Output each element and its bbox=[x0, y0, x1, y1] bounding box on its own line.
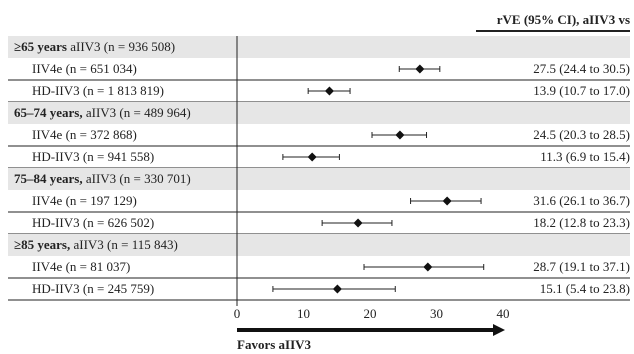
estimate-marker bbox=[332, 284, 342, 294]
x-tick-label: 40 bbox=[497, 306, 510, 321]
row-value: 11.3 (6.9 to 15.4) bbox=[540, 149, 630, 164]
row-label: IIV4e (n = 372 868) bbox=[32, 127, 137, 142]
group-label: ≥65 years aIIV3 (n = 936 508) bbox=[14, 39, 175, 54]
group-band bbox=[8, 102, 630, 124]
estimate-marker bbox=[307, 152, 317, 162]
group-band bbox=[8, 36, 630, 58]
group-label: 65–74 years, aIIV3 (n = 489 964) bbox=[14, 105, 191, 120]
estimate-marker bbox=[395, 130, 405, 140]
group-label-rest: aIIV3 (n = 936 508) bbox=[67, 39, 175, 54]
row-label: HD-IIV3 (n = 245 759) bbox=[32, 281, 154, 296]
row-value: 27.5 (24.4 to 30.5) bbox=[533, 61, 630, 76]
row-label: IIV4e (n = 81 037) bbox=[32, 259, 130, 274]
x-tick-label: 30 bbox=[430, 306, 443, 321]
x-tick-label: 10 bbox=[297, 306, 310, 321]
estimate-marker bbox=[423, 262, 433, 272]
estimate-marker bbox=[442, 196, 452, 206]
row-label: IIV4e (n = 651 034) bbox=[32, 61, 137, 76]
estimate-marker bbox=[353, 218, 363, 228]
group-label-rest: aIIV3 (n = 330 701) bbox=[83, 171, 191, 186]
column-header: rVE (95% CI), aIIV3 vs bbox=[497, 12, 630, 27]
group-label-bold: ≥85 years, bbox=[14, 237, 70, 252]
estimate-marker bbox=[415, 64, 425, 74]
x-axis-label: Favors aIIV3 bbox=[237, 337, 312, 352]
x-tick-label: 0 bbox=[234, 306, 241, 321]
row-value: 13.9 (10.7 to 17.0) bbox=[533, 83, 630, 98]
group-band bbox=[8, 234, 630, 256]
group-label-bold: 75–84 years, bbox=[14, 171, 83, 186]
group-label-rest: aIIV3 (n = 115 843) bbox=[70, 237, 178, 252]
group-band bbox=[8, 168, 630, 190]
favors-arrow-head bbox=[493, 324, 505, 336]
group-label-rest: aIIV3 (n = 489 964) bbox=[83, 105, 191, 120]
row-value: 24.5 (20.3 to 28.5) bbox=[533, 127, 630, 142]
row-value: 31.6 (26.1 to 36.7) bbox=[533, 193, 630, 208]
row-value: 18.2 (12.8 to 23.3) bbox=[533, 215, 630, 230]
row-label: IIV4e (n = 197 129) bbox=[32, 193, 137, 208]
group-label: 75–84 years, aIIV3 (n = 330 701) bbox=[14, 171, 191, 186]
row-value: 15.1 (5.4 to 23.8) bbox=[540, 281, 630, 296]
estimate-marker bbox=[324, 86, 334, 96]
row-label: HD-IIV3 (n = 941 558) bbox=[32, 149, 154, 164]
row-label: HD-IIV3 (n = 1 813 819) bbox=[32, 83, 164, 98]
row-value: 28.7 (19.1 to 37.1) bbox=[533, 259, 630, 274]
group-label: ≥85 years, aIIV3 (n = 115 843) bbox=[14, 237, 178, 252]
group-label-bold: ≥65 years bbox=[14, 39, 67, 54]
group-label-bold: 65–74 years, bbox=[14, 105, 83, 120]
row-label: HD-IIV3 (n = 626 502) bbox=[32, 215, 154, 230]
x-tick-label: 20 bbox=[364, 306, 377, 321]
